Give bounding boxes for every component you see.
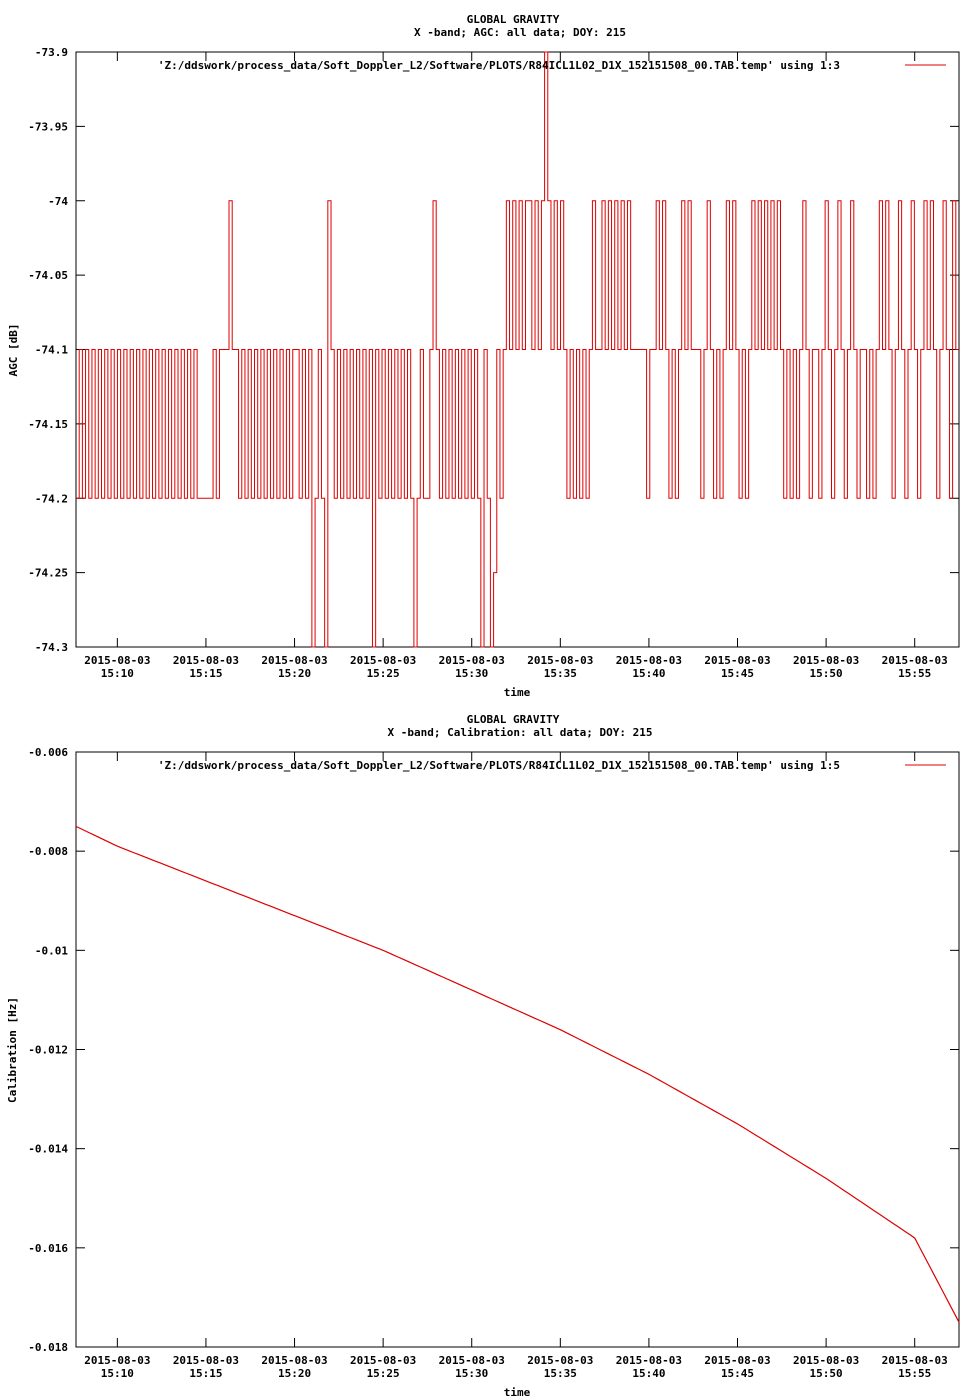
calibration-x-tick-date: 2015-08-03 [439,1354,505,1367]
agc-panel: GLOBAL GRAVITY X -band; AGC: all data; D… [7,13,960,699]
agc-x-tick-date: 2015-08-03 [261,654,327,667]
agc-y-tick-label: -74 [48,195,68,208]
agc-x-tick-date: 2015-08-03 [84,654,150,667]
calibration-chart-subtitle: X -band; Calibration: all data; DOY: 215 [388,726,653,739]
agc-x-tick-time: 15:10 [101,667,134,680]
agc-x-tick-time: 15:15 [189,667,222,680]
agc-y-tick-label: -74.3 [35,641,68,654]
calibration-x-tick-time: 15:55 [898,1367,931,1380]
agc-x-tick-date: 2015-08-03 [793,654,859,667]
calibration-x-tick-date: 2015-08-03 [173,1354,239,1367]
calibration-series [75,825,960,1323]
agc-y-tick-label: -74.2 [35,492,68,505]
calibration-x-tick-time: 15:10 [101,1367,134,1380]
calibration-y-tick-label: -0.018 [28,1341,68,1354]
calibration-x-tick-date: 2015-08-03 [616,1354,682,1367]
calibration-x-tick-time: 15:35 [544,1367,577,1380]
calibration-y-tick-label: -0.014 [28,1143,68,1156]
calibration-series-line [75,825,960,1323]
agc-x-tick-time: 15:45 [721,667,754,680]
agc-y-tick-label: -74.05 [28,269,68,282]
agc-x-tick-time: 15:30 [455,667,488,680]
calibration-axes: -0.006 -0.008 -0.01 -0.012 -0.014 -0.016 -0.01… [28,746,959,1380]
agc-y-tick-label: -73.9 [35,46,68,59]
calibration-y-tick-label: -0.01 [35,944,68,957]
calibration-x-tick-date: 2015-08-03 [527,1354,593,1367]
agc-chart-title: GLOBAL GRAVITY [467,13,560,26]
agc-x-tick-date: 2015-08-03 [704,654,770,667]
calibration-x-tick-date: 2015-08-03 [350,1354,416,1367]
agc-x-tick-date: 2015-08-03 [527,654,593,667]
calibration-x-tick-date: 2015-08-03 [261,1354,327,1367]
calibration-x-tick-date: 2015-08-03 [882,1354,948,1367]
calibration-x-tick-time: 15:15 [189,1367,222,1380]
agc-chart-subtitle: X -band; AGC: all data; DOY: 215 [414,26,626,39]
calibration-x-tick-time: 15:30 [455,1367,488,1380]
agc-x-tick-time: 15:25 [367,667,400,680]
calibration-panel: GLOBAL GRAVITY X -band; Calibration: all… [6,713,960,1399]
agc-y-tick-label: -74.1 [35,344,68,357]
calibration-plot-frame [75,751,960,1348]
calibration-y-tick-label: -0.006 [28,746,68,759]
agc-legend-label: 'Z:/ddswork/process_data/Soft_Doppler_L2… [158,59,840,72]
agc-y-tick-label: -74.25 [28,567,68,580]
agc-x-tick-time: 15:40 [632,667,665,680]
calibration-x-tick-date: 2015-08-03 [84,1354,150,1367]
calibration-x-axis-label: time [504,1386,531,1399]
agc-axes: -73.9 -73.95 -74 -74.05 -74.1 -74.15 -74.2 -74.… [28,46,959,680]
calibration-x-tick-time: 15:45 [721,1367,754,1380]
agc-x-tick-date: 2015-08-03 [173,654,239,667]
agc-x-tick-time: 15:20 [278,667,311,680]
calibration-legend-label: 'Z:/ddswork/process_data/Soft_Doppler_L2… [158,759,840,772]
calibration-x-tick-date: 2015-08-03 [793,1354,859,1367]
agc-x-axis-label: time [504,686,531,699]
calibration-chart-title: GLOBAL GRAVITY [467,713,560,726]
calibration-y-tick-label: -0.016 [28,1242,68,1255]
calibration-x-tick-time: 15:25 [367,1367,400,1380]
agc-y-tick-label: -74.15 [28,418,68,431]
agc-x-tick-date: 2015-08-03 [350,654,416,667]
calibration-y-tick-label: -0.008 [28,845,68,858]
agc-x-tick-date: 2015-08-03 [439,654,505,667]
calibration-x-tick-time: 15:50 [810,1367,843,1380]
agc-series-line [76,51,959,648]
agc-x-tick-time: 15:55 [898,667,931,680]
agc-series [76,51,959,648]
calibration-x-tick-date: 2015-08-03 [704,1354,770,1367]
calibration-y-axis-label: Calibration [Hz] [6,997,19,1103]
agc-x-tick-time: 15:50 [810,667,843,680]
agc-x-tick-date: 2015-08-03 [882,654,948,667]
agc-x-tick-date: 2015-08-03 [616,654,682,667]
agc-x-tick-time: 15:35 [544,667,577,680]
agc-y-axis-label: AGC [dB] [7,324,20,377]
calibration-x-tick-time: 15:20 [278,1367,311,1380]
agc-y-tick-label: -73.95 [28,120,68,133]
calibration-x-tick-time: 15:40 [632,1367,665,1380]
calibration-y-tick-label: -0.012 [28,1044,68,1057]
